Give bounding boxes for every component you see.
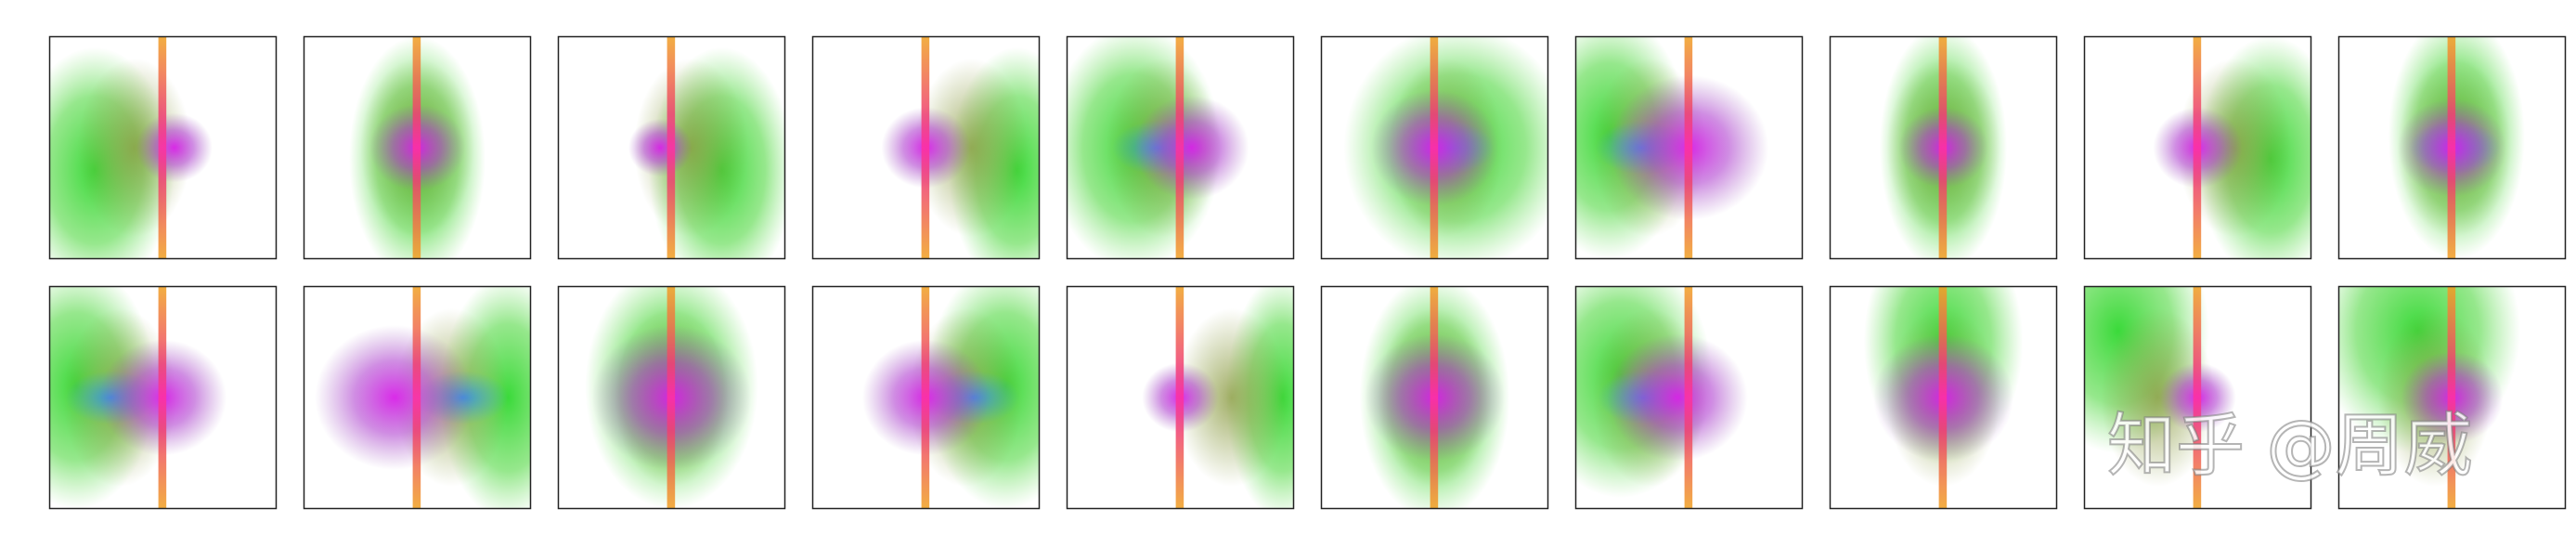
scatter-panel bbox=[1066, 285, 1295, 510]
panel-border bbox=[1066, 285, 1295, 510]
magenta-cloud bbox=[1607, 333, 1748, 462]
panel-border bbox=[48, 35, 278, 260]
watermark: 知乎 @周威 bbox=[2107, 406, 2473, 486]
panel-border bbox=[1574, 285, 1804, 510]
scatter-panel bbox=[303, 285, 532, 510]
scatter-panel bbox=[1574, 35, 1804, 260]
cloud bbox=[315, 286, 531, 509]
olive-cloud bbox=[1174, 308, 1288, 487]
scatter-panel bbox=[1829, 285, 2058, 510]
panel-border bbox=[303, 35, 532, 260]
panel-border bbox=[1320, 35, 1549, 260]
stripe bbox=[1430, 286, 1439, 509]
cloud bbox=[881, 36, 1040, 259]
panel-border bbox=[1320, 285, 1549, 510]
panel-border bbox=[1829, 35, 2058, 260]
cloud bbox=[1575, 286, 1748, 509]
stripe bbox=[667, 36, 676, 259]
magenta-cloud bbox=[315, 325, 474, 470]
cloud bbox=[1067, 36, 1249, 259]
olive-cloud bbox=[2101, 308, 2215, 487]
magenta-cloud bbox=[628, 118, 693, 177]
cloud bbox=[2153, 36, 2311, 259]
magenta-cloud bbox=[136, 112, 213, 183]
stripe bbox=[412, 36, 421, 259]
scatter-panel bbox=[2337, 35, 2567, 260]
cloud bbox=[1863, 286, 2024, 509]
panel-border bbox=[48, 285, 278, 510]
scatter-panel bbox=[811, 285, 1041, 510]
cloud bbox=[861, 286, 1040, 509]
cloud bbox=[1359, 286, 1510, 509]
stripe bbox=[1175, 286, 1184, 509]
stripe bbox=[2193, 36, 2202, 259]
panel-border bbox=[1066, 35, 1295, 260]
scatter-panel bbox=[1320, 35, 1549, 260]
scatter-panel bbox=[1066, 35, 1295, 260]
panel-border bbox=[811, 35, 1041, 260]
scatter-panel bbox=[1320, 285, 1549, 510]
scatter-panel bbox=[48, 285, 278, 510]
cloud bbox=[2388, 36, 2525, 259]
panel-border bbox=[557, 285, 786, 510]
cloud bbox=[628, 36, 785, 259]
magenta-cloud bbox=[1134, 95, 1249, 201]
cloud bbox=[1343, 36, 1548, 259]
scatter-panel bbox=[1574, 285, 1804, 510]
stripe bbox=[1430, 36, 1439, 259]
stripe bbox=[667, 286, 676, 509]
olive-cloud bbox=[914, 59, 1029, 237]
scatter-panel bbox=[557, 35, 786, 260]
stripe bbox=[1684, 36, 1693, 259]
scatter-panel bbox=[48, 35, 278, 260]
stripe bbox=[921, 286, 930, 509]
panel-border bbox=[557, 35, 786, 260]
stripe bbox=[2447, 286, 2456, 509]
cloud bbox=[1575, 36, 1769, 259]
stripe bbox=[412, 286, 421, 509]
scatter-panel bbox=[2337, 285, 2567, 510]
stripe bbox=[1938, 286, 1948, 509]
stripe bbox=[158, 286, 167, 509]
scatter-panel bbox=[557, 285, 786, 510]
cloud bbox=[49, 36, 213, 259]
panel-border bbox=[811, 285, 1041, 510]
panel-border bbox=[303, 285, 532, 510]
scatter-panel bbox=[2083, 35, 2312, 260]
stripe bbox=[2447, 36, 2456, 259]
scatter-panel bbox=[811, 35, 1041, 260]
scatter-panel bbox=[303, 35, 532, 260]
cloud bbox=[1879, 36, 2008, 259]
stripe bbox=[921, 36, 930, 259]
scatter-panel bbox=[2083, 285, 2312, 510]
stripe bbox=[1175, 36, 1184, 259]
stripe bbox=[1938, 36, 1948, 259]
cloud bbox=[2084, 286, 2236, 509]
cloud bbox=[349, 36, 485, 259]
scatter-panel bbox=[1829, 35, 2058, 260]
cloud bbox=[2338, 286, 2520, 509]
panel-border bbox=[2337, 285, 2567, 510]
cloud bbox=[1142, 286, 1294, 509]
stripe bbox=[1684, 286, 1693, 509]
stripe bbox=[158, 36, 167, 259]
panel-border bbox=[1574, 35, 1804, 260]
cloud bbox=[585, 286, 758, 509]
stripe bbox=[2193, 286, 2202, 509]
cloud bbox=[49, 286, 227, 509]
panel-border bbox=[2083, 285, 2312, 510]
panel-border bbox=[1829, 285, 2058, 510]
panel-border bbox=[2083, 35, 2312, 260]
panel-border bbox=[2337, 35, 2567, 260]
